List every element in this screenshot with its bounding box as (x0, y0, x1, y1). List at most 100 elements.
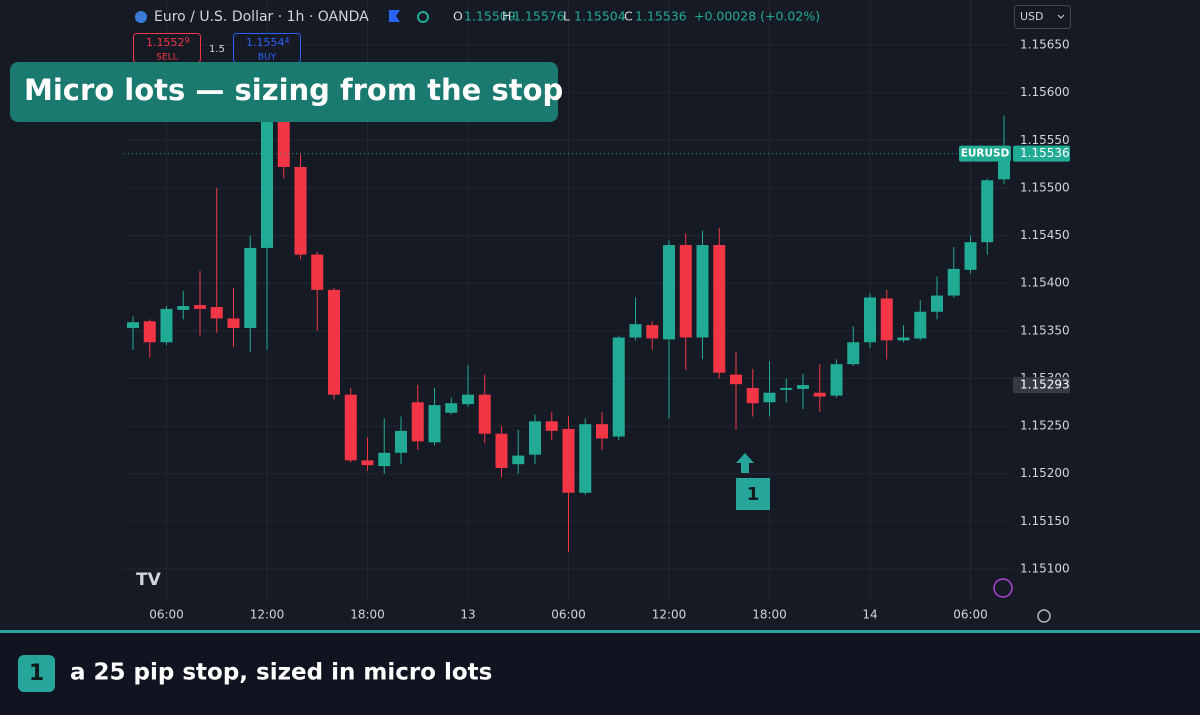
ohlc-key: C (624, 9, 633, 24)
y-tick-label: 1.15550 (1020, 133, 1070, 147)
marker-arrow (736, 453, 754, 473)
alert-icon[interactable] (993, 578, 1013, 598)
sell-pip: 9 (185, 36, 190, 45)
candle-body (311, 254, 324, 290)
candle-body (964, 242, 977, 270)
flag-icon (135, 11, 147, 23)
last-price-label: 1.15536 (1020, 146, 1070, 160)
x-tick-label: 13 (460, 608, 475, 622)
candle-body (629, 324, 642, 338)
buy-pip: 4 (285, 36, 290, 45)
y-tick-label: 1.15500 (1020, 180, 1070, 194)
candle-body (713, 245, 726, 373)
candle-body (847, 342, 860, 365)
candle-body (931, 295, 943, 312)
ohlc-key: L (563, 9, 570, 24)
tv-logo: TV (136, 570, 162, 590)
marker-label: 1 (747, 484, 760, 505)
ohlc-value: 1.15509 (464, 9, 516, 24)
y-tick-label: 1.15600 (1020, 85, 1070, 99)
candle-body (763, 392, 776, 403)
candle-body (462, 394, 474, 405)
marked-price-tag (1013, 377, 1070, 394)
candle-body (294, 166, 307, 255)
currency: USD (1020, 10, 1044, 23)
candle-body (646, 325, 659, 339)
caption-badge (18, 655, 55, 692)
spread: 1.5 (209, 44, 225, 55)
y-tick-label: 1.15100 (1020, 561, 1070, 575)
candle-body (529, 421, 541, 455)
sell-price: 1.15529 (146, 36, 190, 50)
candle-body (160, 308, 173, 343)
currency-dropdown[interactable] (1014, 5, 1071, 29)
ohlc-value: 1.15504 (574, 9, 626, 24)
candle-body (344, 394, 357, 461)
x-tick-label: 14 (862, 608, 877, 622)
footer (0, 633, 1200, 715)
candle-body (696, 245, 709, 338)
candle-body (445, 403, 458, 413)
sell-price-main: 1.1552 (146, 36, 185, 49)
candle-body (378, 452, 391, 467)
y-tick-label: 1.15250 (1020, 419, 1070, 433)
change: +0.00028 (+0.02%) (694, 9, 820, 24)
ohlc-key: H (502, 9, 511, 24)
last-price-tag (1013, 145, 1070, 162)
candle-body (361, 460, 374, 466)
ohlc-key: O (453, 9, 463, 24)
y-tick-label: 1.15450 (1020, 228, 1070, 242)
footer-rule (0, 630, 1200, 633)
symbol-tag (959, 145, 1011, 162)
candle-body (830, 364, 843, 396)
y-tick-label: 1.15200 (1020, 466, 1070, 480)
candle-body (177, 306, 190, 310)
candle-body (730, 374, 742, 385)
candle-body (395, 430, 407, 453)
chevron (1057, 14, 1065, 19)
flag[interactable] (389, 10, 400, 22)
settings-icon[interactable] (1037, 609, 1051, 623)
x-tick-label: 06:00 (953, 608, 988, 622)
candle-body (797, 385, 809, 389)
ohlc-value: 1.15576 (513, 9, 565, 24)
candle-body (411, 402, 424, 442)
candle-body (143, 321, 156, 343)
symbol-tag-label: EURUSD (961, 148, 1010, 160)
overlay-title: Micro lots — sizing from the stop (24, 73, 563, 107)
x-tick-label: 06:00 (551, 608, 586, 622)
y-tick-label: 1.15150 (1020, 514, 1070, 528)
symbol[interactable]: Euro / U.S. Dollar · 1h · OANDA (154, 9, 369, 25)
candle-body (947, 268, 960, 296)
marker-box (736, 478, 770, 510)
candle-body (478, 394, 491, 434)
candle-body (981, 180, 994, 243)
candle-body (813, 392, 826, 397)
y-tick-label: 1.15350 (1020, 323, 1070, 337)
candle-body (194, 305, 206, 309)
candle-body (428, 405, 441, 443)
candle-body (579, 424, 592, 493)
x-tick-label: 12:00 (250, 608, 285, 622)
y-tick-label: 1.15400 (1020, 276, 1070, 290)
status-dot (417, 11, 429, 23)
candle-body (880, 298, 893, 341)
x-tick-label: 06:00 (149, 608, 184, 622)
x-tick-label: 18:00 (350, 608, 385, 622)
candle-body (679, 245, 692, 338)
candle-body (244, 247, 257, 328)
candle-body (512, 455, 525, 465)
caption-badge-label: 1 (29, 661, 44, 686)
sell-label: SELL (156, 53, 177, 63)
buy-label: BUY (258, 53, 277, 63)
candle-body (328, 289, 340, 395)
candle-body (127, 322, 139, 328)
candle-body (210, 307, 223, 319)
candle-body (663, 245, 675, 340)
candle-body (780, 387, 793, 390)
candle-body (227, 318, 240, 328)
axis: 1.15650 1.15600 1.15550 1.15500 1.15450 1.154… (149, 38, 1070, 622)
buy-price: 1.15544 (246, 36, 290, 50)
